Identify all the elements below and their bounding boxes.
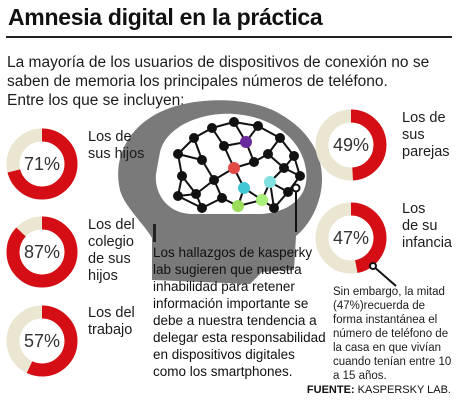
donut-svg [6, 305, 78, 377]
network-node [256, 194, 268, 206]
network-node [173, 149, 183, 159]
network-node [229, 117, 239, 127]
donut-value-arc [315, 109, 387, 181]
network-node [173, 191, 183, 201]
network-node [238, 182, 250, 194]
category-label-line: Los de [88, 129, 132, 145]
intro-text: La mayoría de los usuarios de dispositiv… [7, 54, 430, 90]
donut-svg [6, 216, 78, 288]
donut-svg [315, 202, 387, 274]
source-value: KASPERSKY LAB. [357, 384, 451, 396]
childhood-note: Sin embargo, la mitad (47%)recuerda de f… [333, 286, 452, 382]
donut-value-arc [315, 202, 387, 274]
network-node [217, 193, 227, 203]
network-node [191, 189, 201, 199]
source-label: FUENTE: [306, 384, 355, 396]
network-node [228, 162, 240, 174]
network-node [219, 141, 229, 151]
category-label-line: parejas [402, 144, 450, 160]
donut-chart: 71% [6, 128, 78, 200]
donut-chart: 87% [6, 216, 78, 288]
donut-chart: 49% [315, 109, 387, 181]
network-node [209, 175, 219, 185]
donut-value-label: 49% [332, 134, 370, 155]
network-node [207, 123, 217, 133]
donut-value-label: 47% [332, 227, 370, 248]
category-label-line: Los del [88, 305, 135, 321]
category-label-line: Los [402, 201, 426, 217]
donut-category-label: Los de sus parejas [402, 110, 450, 161]
network-node [177, 171, 187, 181]
network-node [189, 133, 199, 143]
network-node [269, 203, 279, 213]
donut-value-label: 87% [23, 241, 61, 262]
network-node [264, 176, 276, 188]
donut-value-label: 71% [23, 153, 61, 174]
network-node [197, 155, 207, 165]
donut-value-arc [6, 216, 78, 288]
donut-value-arc [6, 128, 78, 200]
network-node [289, 151, 299, 161]
network-node [275, 133, 285, 143]
network-node [197, 203, 207, 213]
category-label-line: hijos [88, 268, 118, 284]
network-node [249, 157, 259, 167]
finding-marker [153, 224, 156, 242]
category-label-line: Los del [88, 217, 135, 233]
intro-subtext: Entre los que se incluyen: [7, 92, 185, 109]
network-node [279, 163, 289, 173]
finding-text: Los hallazgos de kasperky lab sugieren q… [153, 245, 326, 379]
category-label-line: sus hijos [88, 146, 145, 162]
donut-chart: 57% [6, 305, 78, 377]
donut-value-arc [6, 305, 78, 377]
donut-category-label: Los del trabajo [88, 305, 135, 339]
network-node [232, 200, 244, 212]
network-node [253, 121, 263, 131]
source-credit: FUENTE: KASPERSKY LAB. [307, 384, 451, 396]
head-network-illustration [118, 100, 323, 285]
title-divider [6, 36, 452, 38]
category-label-line: Los de [402, 110, 446, 126]
category-label-line: de su [402, 218, 438, 234]
network-node [295, 171, 305, 181]
category-label-line: colegio [88, 234, 134, 250]
page-title: Amnesia digital en la práctica [8, 4, 323, 30]
donut-svg [6, 128, 78, 200]
donut-category-label: Los de sus hijos [88, 129, 144, 163]
donut-category-label: Los de su infancia [402, 201, 452, 252]
donut-value-label: 57% [23, 330, 61, 351]
category-label-line: sus [402, 127, 425, 143]
donut-svg [315, 109, 387, 181]
category-label-line: de sus [88, 251, 131, 267]
donut-category-label: Los del colegio de sus hijos [88, 217, 135, 285]
network-node [283, 187, 293, 197]
category-label-line: infancia [402, 235, 452, 251]
network-node [240, 136, 252, 148]
donut-chart: 47% [315, 202, 387, 274]
network-node [263, 149, 273, 159]
category-label-line: trabajo [88, 322, 133, 338]
